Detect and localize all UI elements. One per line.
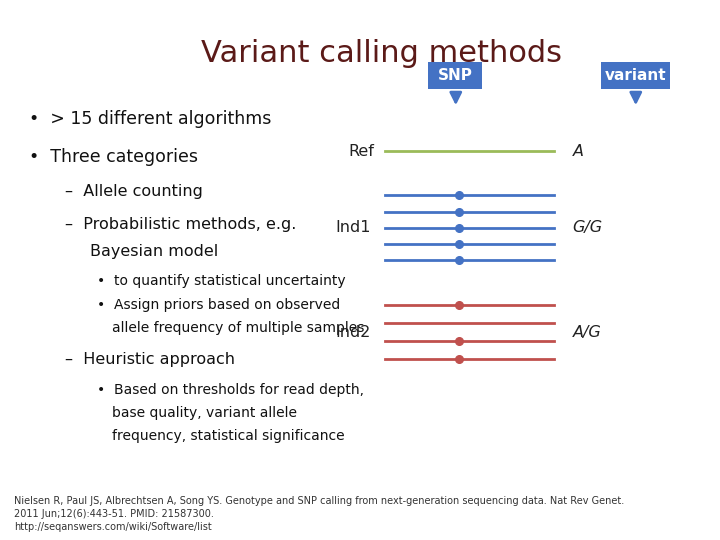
Text: Ind2: Ind2 <box>336 325 371 340</box>
Text: A: A <box>572 144 583 159</box>
Text: •  Based on thresholds for read depth,: • Based on thresholds for read depth, <box>97 383 364 397</box>
Text: frequency, statistical significance: frequency, statistical significance <box>112 429 344 443</box>
Text: allele frequency of multiple samples: allele frequency of multiple samples <box>112 321 364 335</box>
Text: •  > 15 different algorithms: • > 15 different algorithms <box>29 110 271 128</box>
Text: –  Probabilistic methods, e.g.: – Probabilistic methods, e.g. <box>65 217 296 232</box>
Text: Variant calling methods: Variant calling methods <box>201 39 562 69</box>
Text: variant: variant <box>605 68 666 83</box>
Text: G/G: G/G <box>572 220 603 235</box>
Text: Ref: Ref <box>348 144 374 159</box>
Text: •  Three categories: • Three categories <box>29 147 198 166</box>
FancyBboxPatch shape <box>428 62 482 89</box>
Text: SNP: SNP <box>438 68 473 83</box>
Text: base quality, variant allele: base quality, variant allele <box>112 406 297 420</box>
Text: A/G: A/G <box>572 325 601 340</box>
Text: Bayesian model: Bayesian model <box>90 244 218 259</box>
Text: 2011 Jun;12(6):443-51. PMID: 21587300.: 2011 Jun;12(6):443-51. PMID: 21587300. <box>14 509 215 519</box>
Text: –  Allele counting: – Allele counting <box>65 184 202 199</box>
Text: •  to quantify statistical uncertainty: • to quantify statistical uncertainty <box>97 274 346 288</box>
Text: –  Heuristic approach: – Heuristic approach <box>65 352 235 367</box>
FancyBboxPatch shape <box>601 62 670 89</box>
Text: http://seqanswers.com/wiki/Software/list: http://seqanswers.com/wiki/Software/list <box>14 522 212 532</box>
Text: Ind1: Ind1 <box>336 220 371 235</box>
Text: •  Assign priors based on observed: • Assign priors based on observed <box>97 298 341 312</box>
Text: Nielsen R, Paul JS, Albrechtsen A, Song YS. Genotype and SNP calling from next-g: Nielsen R, Paul JS, Albrechtsen A, Song … <box>14 496 625 506</box>
